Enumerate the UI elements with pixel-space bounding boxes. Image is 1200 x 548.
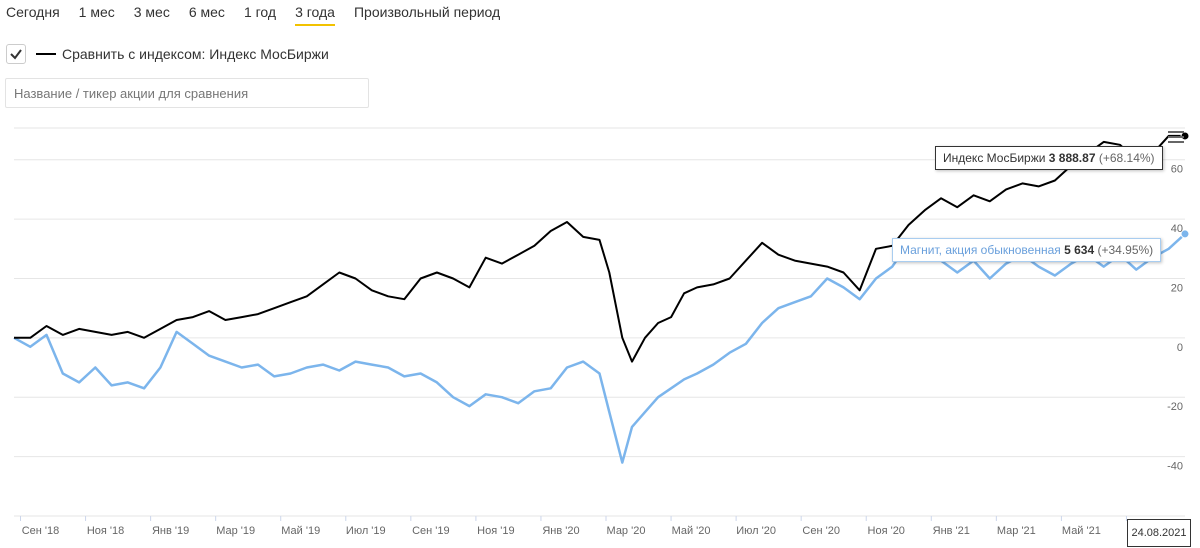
- period-1-month[interactable]: 1 мес: [78, 4, 115, 20]
- y-tick-label: 60: [1171, 164, 1183, 176]
- period-selector: Сегодня 1 мес 3 мес 6 мес 1 год 3 года П…: [6, 4, 519, 26]
- stock-series-line: [13, 232, 1186, 464]
- y-tick-label: 20: [1171, 282, 1183, 294]
- chart-menu-icon[interactable]: [1168, 131, 1184, 146]
- index-tooltip: Индекс МосБиржи 3 888.87 (+68.14%): [935, 146, 1163, 170]
- x-tick-label: Сен '19: [412, 525, 450, 537]
- period-custom[interactable]: Произвольный период: [353, 4, 501, 20]
- x-tick-label: Сен '18: [22, 525, 60, 537]
- x-tick-label: Сен '20: [802, 525, 840, 537]
- y-tick-label: 40: [1171, 223, 1183, 235]
- stock-tooltip-name: Магнит, акция обыкновенная: [900, 243, 1061, 257]
- period-6-months[interactable]: 6 мес: [188, 4, 225, 20]
- stock-tooltip-change: (+34.95%): [1097, 243, 1154, 257]
- period-3-years[interactable]: 3 года: [295, 4, 335, 26]
- index-tooltip-value: 3 888.87: [1048, 151, 1096, 165]
- x-tick-label: Янв '20: [542, 525, 579, 537]
- x-tick-label: Июл '20: [736, 525, 776, 537]
- y-tick-label: -40: [1167, 461, 1183, 473]
- compare-checkbox[interactable]: [6, 44, 26, 64]
- crosshair-date-label: 24.08.2021: [1127, 519, 1191, 547]
- x-tick-label: Ноя '18: [87, 525, 124, 537]
- x-tick-label: Мар '19: [216, 525, 255, 537]
- x-tick-label: Янв '19: [152, 525, 189, 537]
- x-tick-label: Ноя '19: [477, 525, 514, 537]
- index-legend-line: [36, 53, 56, 55]
- y-tick-label: -20: [1167, 401, 1183, 413]
- x-tick-label: Июл '19: [346, 525, 386, 537]
- period-1-year[interactable]: 1 год: [243, 4, 277, 20]
- compare-search-input[interactable]: [5, 78, 369, 108]
- chart-series: [13, 131, 1190, 464]
- index-tooltip-change: (+68.14%): [1098, 151, 1155, 165]
- x-tick-label: Май '21: [1062, 525, 1101, 537]
- stock-tooltip: Магнит, акция обыкновенная 5 634 (+34.95…: [892, 238, 1162, 262]
- compare-label: Сравнить с индексом: Индекс МосБиржи: [62, 46, 329, 62]
- x-tick-label: Мар '20: [607, 525, 646, 537]
- stock-last-point: [1180, 229, 1190, 239]
- x-tick-label: Мар '21: [997, 525, 1036, 537]
- period-3-months[interactable]: 3 мес: [133, 4, 170, 20]
- checkmark-icon: [10, 49, 22, 60]
- x-tick-label: Янв '21: [933, 525, 970, 537]
- stock-tooltip-value: 5 634: [1064, 243, 1095, 257]
- x-tick-label: Ноя '20: [868, 525, 905, 537]
- x-tick-label: Май '20: [672, 525, 711, 537]
- x-axis: Сен '18 Ноя '18 Янв '19 Мар '19 Май '19 Июл '…: [20, 516, 1166, 537]
- period-today[interactable]: Сегодня: [6, 4, 60, 20]
- index-series-line: [14, 134, 1185, 363]
- index-tooltip-name: Индекс МосБиржи: [943, 151, 1046, 165]
- y-tick-label: 0: [1177, 342, 1183, 354]
- compare-index-row: Сравнить с индексом: Индекс МосБиржи: [6, 44, 329, 64]
- chart-grid: [14, 127, 1185, 517]
- x-tick-label: Май '19: [281, 525, 320, 537]
